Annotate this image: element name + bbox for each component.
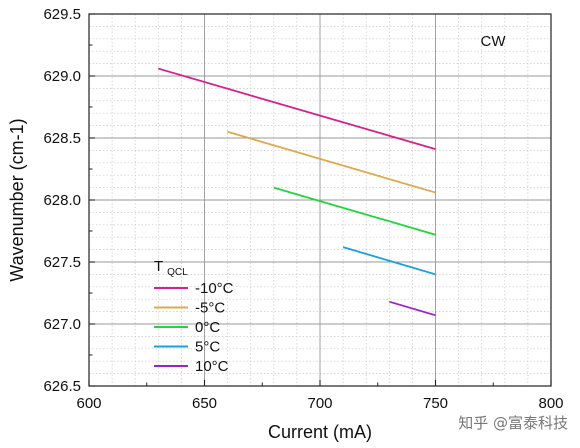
legend-label-4: 10°C xyxy=(195,358,229,375)
series-line-3 xyxy=(342,246,436,276)
legend-label-3: 5°C xyxy=(195,339,220,356)
y-axis-title: Wavenumber (cm-1) xyxy=(7,118,27,281)
series-line-4 xyxy=(389,300,436,317)
x-tick-label: 700 xyxy=(307,395,332,412)
y-tick-label: 627.0 xyxy=(43,316,81,333)
y-tick-label: 626.5 xyxy=(43,378,81,395)
watermark-text: 知乎 @富泰科技 xyxy=(458,414,568,432)
series-line-0 xyxy=(158,67,436,151)
x-tick-label: 800 xyxy=(538,395,563,412)
x-tick-label: 600 xyxy=(76,395,101,412)
legend-items: -10°C -5°C 0°C 5°C 10°C xyxy=(154,280,234,375)
legend-title-main: T xyxy=(154,258,163,275)
legend-title: T QCL xyxy=(154,258,188,278)
legend-label-1: -5°C xyxy=(195,300,225,317)
series-layer xyxy=(158,67,436,317)
legend-label-2: 0°C xyxy=(195,319,220,336)
y-tick-label: 628.0 xyxy=(43,192,81,209)
axis-ticks xyxy=(88,13,552,387)
cw-annotation: CW xyxy=(481,33,507,50)
legend-title-sub: QCL xyxy=(167,267,188,278)
x-axis-title: Current (mA) xyxy=(268,422,372,442)
series-line-2 xyxy=(273,186,436,236)
y-tick-label: 629.5 xyxy=(43,6,81,23)
legend-label-0: -10°C xyxy=(195,280,234,297)
x-tick-labels: 600 650 700 750 800 xyxy=(76,395,563,412)
legend: T QCL -10°C -5°C 0°C 5°C 10°C xyxy=(154,258,234,375)
y-tick-label: 628.5 xyxy=(43,130,81,147)
y-tick-label: 629.0 xyxy=(43,68,81,85)
y-tick-label: 627.5 xyxy=(43,254,81,271)
y-tick-labels: 626.5 627.0 627.5 628.0 628.5 629.0 629.5 xyxy=(43,6,81,395)
x-tick-label: 750 xyxy=(423,395,448,412)
series-line-1 xyxy=(227,130,436,194)
x-tick-label: 650 xyxy=(192,395,217,412)
